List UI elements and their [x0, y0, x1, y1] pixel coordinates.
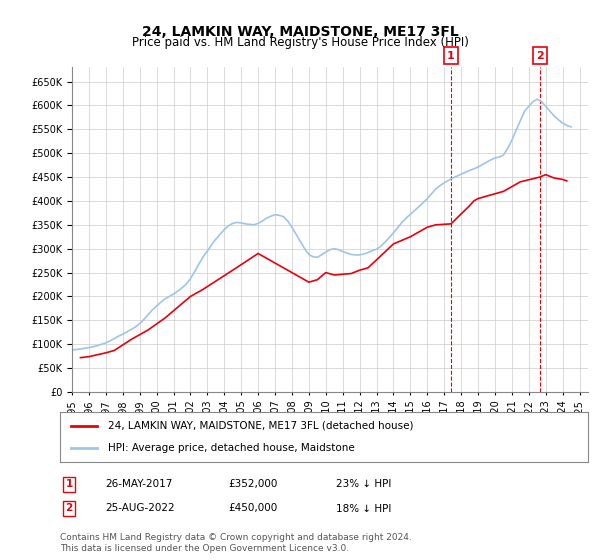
Text: 25-AUG-2022: 25-AUG-2022	[105, 503, 175, 514]
Text: 23% ↓ HPI: 23% ↓ HPI	[336, 479, 391, 489]
Text: Contains HM Land Registry data © Crown copyright and database right 2024.
This d: Contains HM Land Registry data © Crown c…	[60, 533, 412, 553]
Text: 2: 2	[65, 503, 73, 514]
Text: HPI: Average price, detached house, Maidstone: HPI: Average price, detached house, Maid…	[107, 443, 354, 453]
Text: 26-MAY-2017: 26-MAY-2017	[105, 479, 172, 489]
Text: 24, LAMKIN WAY, MAIDSTONE, ME17 3FL (detached house): 24, LAMKIN WAY, MAIDSTONE, ME17 3FL (det…	[107, 421, 413, 431]
Text: £450,000: £450,000	[228, 503, 277, 514]
Text: £352,000: £352,000	[228, 479, 277, 489]
Text: 1: 1	[65, 479, 73, 489]
Text: 18% ↓ HPI: 18% ↓ HPI	[336, 503, 391, 514]
Text: 2: 2	[536, 51, 544, 60]
Text: Price paid vs. HM Land Registry's House Price Index (HPI): Price paid vs. HM Land Registry's House …	[131, 36, 469, 49]
Text: 1: 1	[447, 51, 455, 60]
Text: 24, LAMKIN WAY, MAIDSTONE, ME17 3FL: 24, LAMKIN WAY, MAIDSTONE, ME17 3FL	[142, 25, 458, 39]
